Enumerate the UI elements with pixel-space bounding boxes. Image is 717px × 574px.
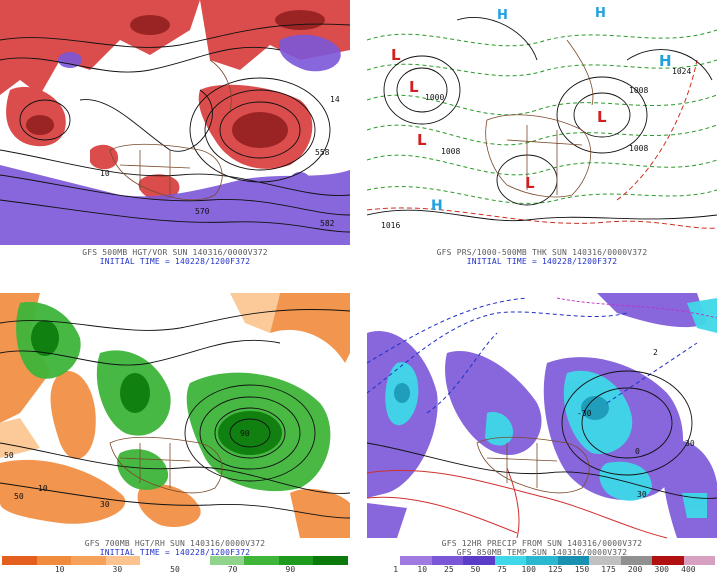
colorbar-swatch <box>244 556 279 565</box>
colorbar-ticks-rh: 10 30 50 70 90 <box>2 565 348 574</box>
colorbar-swatch <box>278 556 314 565</box>
high-pressure-marker: H <box>431 198 443 214</box>
high-pressure-marker: H <box>659 52 672 70</box>
colorbar-swatch <box>494 556 527 565</box>
colorbar-swatch <box>400 556 432 565</box>
low-pressure-marker: L <box>525 174 535 192</box>
caption-product: GFS 500MB HGT/VOR SUN 140316/0000V372 <box>82 248 268 257</box>
colorbar-swatch <box>2 556 37 565</box>
isobar-label: 1016 <box>381 221 400 230</box>
colorbar-tick-label: 50 <box>470 565 481 574</box>
high-pressure-marker: H <box>595 6 606 21</box>
contour-label: 50 <box>14 492 24 501</box>
colorbar-tick-label: 10 <box>417 565 428 574</box>
colorbar-ticks-precip: 1 10 25 50 75 100 125 150 175 200 300 400 <box>369 565 715 574</box>
colorbar-swatch <box>71 556 106 565</box>
map-prs-thk: H H H H L L L L L 1024 1008 1000 1008 10… <box>367 0 717 245</box>
colorbar-swatch <box>683 556 715 565</box>
map-700mb: 50 10 30 90 50 <box>0 293 350 538</box>
colorbar-swatch <box>526 556 558 565</box>
map-500mb: 558 570 582 14 10 <box>0 0 350 245</box>
panel-500mb-hgt-vor: 558 570 582 14 10 GFS 500MB HGT/VOR SUN … <box>0 0 350 281</box>
colorbar-swatch <box>140 556 175 565</box>
colorbar-swatch <box>36 556 72 565</box>
isotherm-label: 0 <box>635 447 640 456</box>
map-precip-850: -30 0 30 30 2 <box>367 293 717 539</box>
colorbar-tick-label: 75 <box>497 565 507 574</box>
isobar-label: 1008 <box>629 86 648 95</box>
contour-label: 582 <box>320 219 335 228</box>
colorbar-tick-label: 150 <box>574 565 590 574</box>
colorbar-swatch <box>209 556 245 565</box>
colorbar-swatch <box>557 556 590 565</box>
colorbar-swatch <box>431 556 464 565</box>
isobar-label: 1008 <box>629 144 648 153</box>
contour-label: 14 <box>330 95 340 104</box>
contour-label: 10 <box>100 169 110 178</box>
low-pressure-marker: L <box>391 46 401 64</box>
isotherm-label: -30 <box>577 409 592 418</box>
isotherm-label: 2 <box>653 348 658 357</box>
colorbar-swatch <box>174 556 210 565</box>
high-pressure-marker: H <box>497 8 508 23</box>
colorbar-swatch <box>589 556 621 565</box>
caption-product: GFS 700MB HGT/RH SUN 140316/0000V372 <box>84 539 266 548</box>
caption-product: GFS 12HR PRECIP FROM SUN 140316/0000V372 <box>441 539 643 548</box>
contour-label: 90 <box>240 429 250 438</box>
colorbar-swatch <box>105 556 141 565</box>
caption-initial-time: INITIAL TIME = 140228/1200F372 <box>99 257 251 266</box>
caption-initial-time: INITIAL TIME = 140228/1200F372 <box>99 548 251 557</box>
colorbar-rh <box>2 556 348 565</box>
caption-product: GFS PRS/1000-500MB THK SUN 140316/0000V3… <box>436 248 648 257</box>
contour-label: 30 <box>100 500 110 509</box>
colorbar-tick-label: 175 <box>601 565 616 574</box>
contour-label: 10 <box>38 484 48 493</box>
colorbar-tick-label: 200 <box>627 565 643 574</box>
colorbar-tick-label: 1 <box>393 565 399 574</box>
colorbar-swatch <box>463 556 495 565</box>
low-pressure-marker: L <box>597 108 607 126</box>
panel-precip-850-temp: -30 0 30 30 2 GFS 12HR PRECIP FROM SUN 1… <box>367 293 717 574</box>
isobar-label: 1000 <box>425 93 444 102</box>
colorbar-tick-label: 300 <box>654 565 669 574</box>
colorbar-swatch <box>652 556 684 565</box>
colorbar-tick-label: 10 <box>54 565 65 574</box>
contour-label: 50 <box>4 451 14 460</box>
isotherm-label: 30 <box>637 490 647 499</box>
colorbar-tick-label: 25 <box>444 565 454 574</box>
colorbar-swatch <box>369 556 401 565</box>
colorbar-tick-label: 50 <box>170 565 180 574</box>
colorbar-precip <box>369 556 715 565</box>
colorbar-tick-label: 100 <box>521 565 536 574</box>
contour-label: 570 <box>195 207 210 216</box>
isobar-label: 1008 <box>441 147 460 156</box>
caption-temp: GFS 850MB TEMP SUN 140316/0000V372 <box>456 548 628 557</box>
low-pressure-marker: L <box>417 131 427 149</box>
panel-prs-thickness: H H H H L L L L L 1024 1008 1000 1008 10… <box>367 0 717 281</box>
colorbar-tick-label: 125 <box>548 565 563 574</box>
contour-label: 558 <box>315 148 330 157</box>
colorbar-swatch <box>620 556 653 565</box>
caption-initial-time: INITIAL TIME = 140228/1200F372 <box>466 257 618 266</box>
colorbar-swatch <box>313 556 348 565</box>
panel-700mb-hgt-rh: 50 10 30 90 50 GFS 700MB HGT/RH SUN 1403… <box>0 293 350 574</box>
isotherm-label: 30 <box>685 439 695 448</box>
colorbar-tick-label: 30 <box>112 565 123 574</box>
low-pressure-marker: L <box>409 78 419 96</box>
colorbar-tick-label: 400 <box>681 565 696 574</box>
isobar-label: 1024 <box>672 67 691 76</box>
colorbar-tick-label: 90 <box>285 565 296 574</box>
colorbar-tick-label: 70 <box>227 565 238 574</box>
